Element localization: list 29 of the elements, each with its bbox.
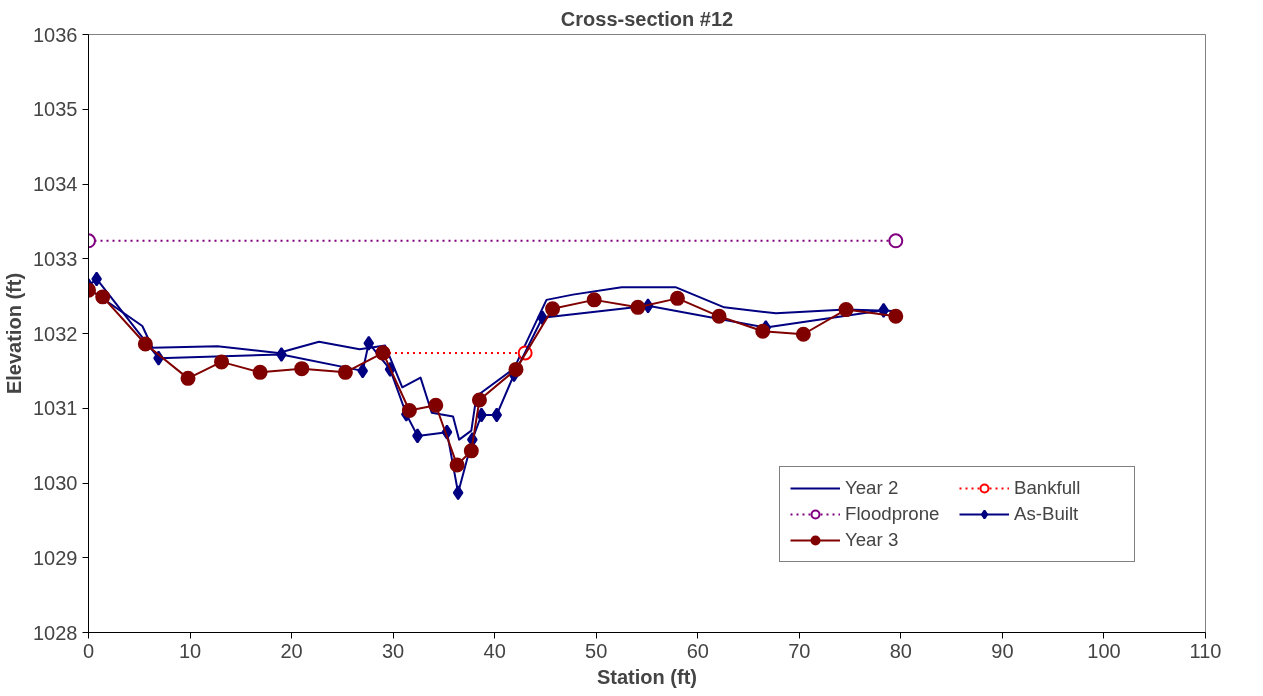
- y-tick-label: 1036: [33, 23, 78, 46]
- y-tick-label: 1035: [33, 98, 78, 121]
- x-tick-label: 50: [585, 639, 608, 662]
- y-tick-label: 1031: [33, 397, 78, 420]
- chart-title: Cross-section #12: [560, 7, 734, 30]
- y-tick-label: 1032: [33, 322, 78, 345]
- x-tick-label: 90: [991, 639, 1014, 662]
- legend-label: Year 2: [845, 477, 900, 499]
- x-tick-label: 0: [82, 639, 95, 662]
- legend-label: Floodprone: [845, 503, 941, 525]
- y-tick-label: 1034: [33, 173, 78, 195]
- legend-label: Bankfull: [1014, 477, 1082, 499]
- x-tick-label: 110: [1189, 639, 1222, 662]
- legend-label: As-Built: [1014, 503, 1080, 525]
- legend-label: Year 3: [845, 529, 900, 551]
- x-tick-label: 70: [788, 639, 811, 662]
- y-tick-label: 1033: [33, 247, 78, 270]
- x-tick-label: 60: [686, 639, 709, 662]
- x-tick-label: 10: [178, 639, 202, 662]
- x-tick-label: 30: [382, 639, 405, 662]
- y-axis-title: Elevation (ft): [3, 272, 26, 395]
- y-tick-label: 1028: [33, 621, 78, 644]
- x-tick-label: 80: [889, 639, 912, 662]
- x-tick-label: 100: [1087, 639, 1121, 662]
- y-tick-label: 1029: [33, 546, 78, 569]
- x-axis-title: Station (ft): [597, 665, 697, 688]
- x-tick-label: 40: [483, 639, 506, 662]
- x-tick-label: 20: [280, 639, 303, 662]
- y-tick-label: 1030: [33, 472, 78, 494]
